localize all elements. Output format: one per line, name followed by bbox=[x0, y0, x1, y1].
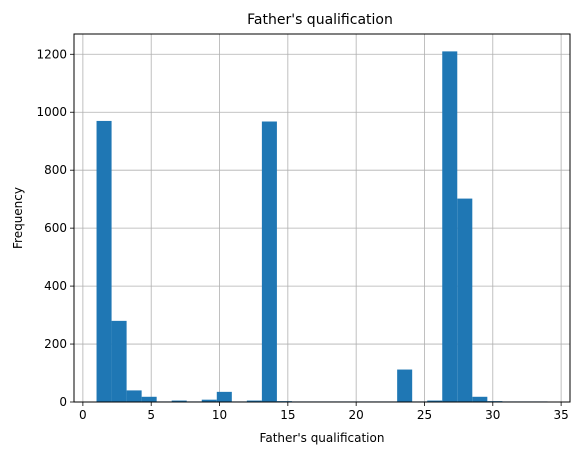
y-tick-label: 1200 bbox=[36, 47, 67, 61]
y-tick-label: 400 bbox=[44, 279, 67, 293]
x-tick-label: 25 bbox=[417, 408, 432, 422]
y-tick-label: 600 bbox=[44, 221, 67, 235]
chart-title: Father's qualification bbox=[247, 12, 393, 28]
histogram-bar bbox=[171, 400, 187, 402]
y-tick-label: 200 bbox=[44, 337, 67, 351]
histogram-bar bbox=[126, 390, 142, 402]
y-tick-label: 1000 bbox=[36, 105, 67, 119]
y-axis-label: Frequency bbox=[11, 187, 25, 249]
x-tick-label: 30 bbox=[485, 408, 500, 422]
histogram-bar bbox=[141, 396, 157, 402]
plot-frame bbox=[73, 33, 571, 403]
x-tick-label: 35 bbox=[553, 408, 568, 422]
histogram-bar bbox=[261, 121, 277, 402]
x-tick-label: 0 bbox=[79, 408, 87, 422]
histogram-bar bbox=[201, 399, 217, 402]
histogram-bar bbox=[397, 369, 413, 402]
histogram-bar bbox=[472, 396, 488, 402]
x-tick-label: 5 bbox=[147, 408, 155, 422]
histogram-bar bbox=[96, 120, 112, 402]
x-axis-label: Father's qualification bbox=[260, 431, 385, 445]
x-tick-label: 20 bbox=[349, 408, 364, 422]
histogram-bar bbox=[427, 400, 443, 402]
x-tick-label: 10 bbox=[212, 408, 227, 422]
grid-lines bbox=[74, 34, 570, 403]
y-tick-label: 0 bbox=[59, 395, 67, 409]
y-tick-label: 800 bbox=[44, 163, 67, 177]
histogram-bar bbox=[442, 51, 458, 402]
histogram-bar bbox=[457, 198, 473, 402]
bars bbox=[96, 51, 548, 402]
x-tick-label: 15 bbox=[280, 408, 295, 422]
histogram-bar bbox=[111, 320, 127, 402]
x-axis-ticks: 0 5 10 15 20 25 30 35 bbox=[79, 402, 569, 422]
histogram-bar bbox=[246, 400, 262, 402]
y-axis-ticks: 0 200 400 600 800 1000 1200 bbox=[36, 47, 74, 409]
histogram-bar bbox=[216, 391, 232, 402]
